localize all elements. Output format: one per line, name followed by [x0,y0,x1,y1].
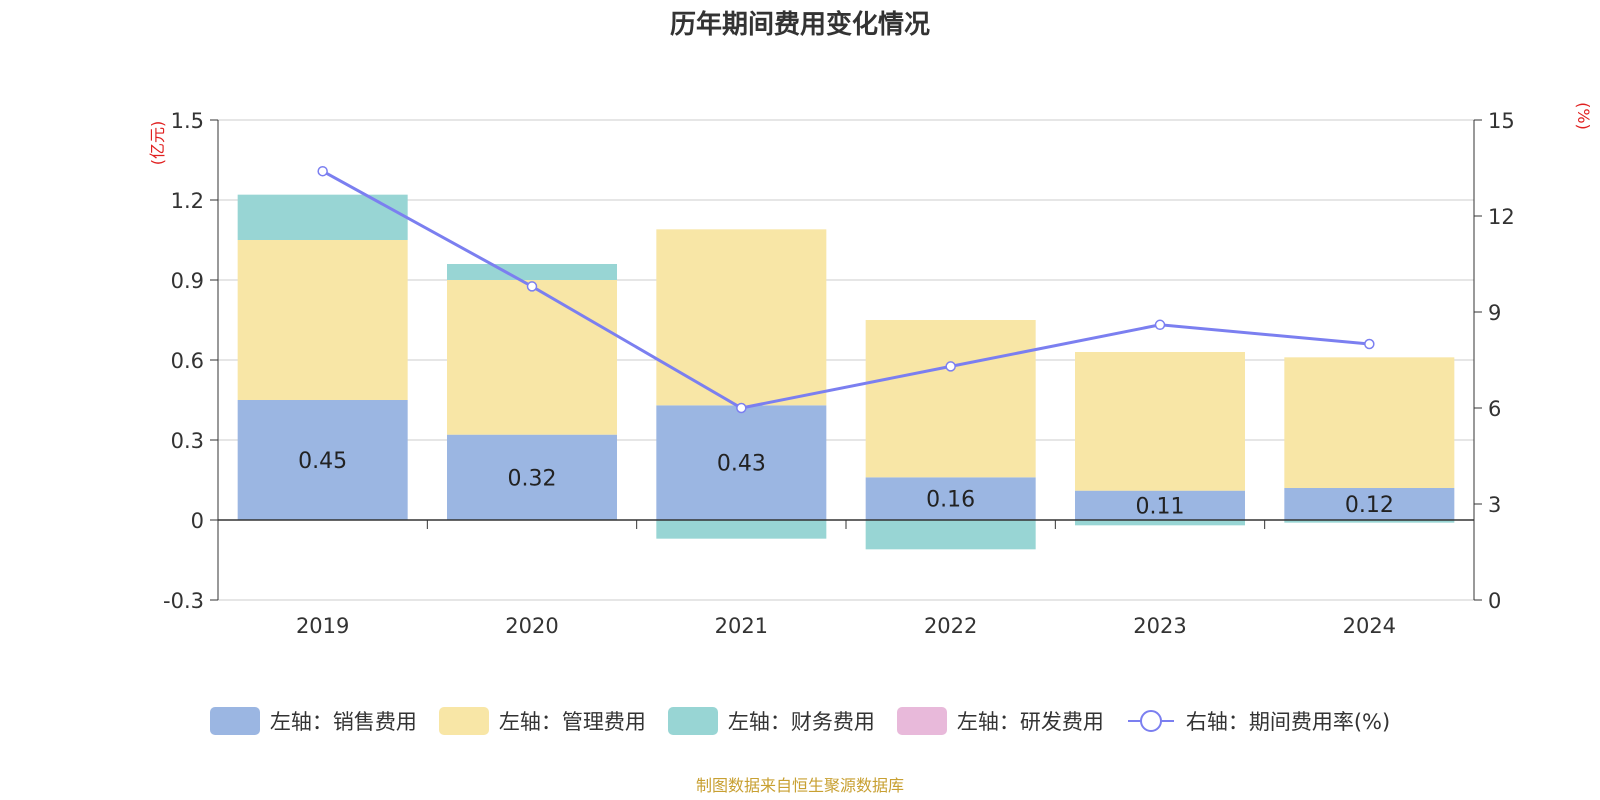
legend-swatch [209,707,260,735]
bar-segment [237,240,408,400]
legend-label: 左轴：财务费用 [727,710,875,734]
rate-point [1154,319,1166,331]
x-tick-label: 2021 [715,614,768,638]
bar-segment [237,400,408,520]
x-tick-label: 2024 [1343,614,1396,638]
left-tick-label: 0.6 [171,349,204,373]
legend-swatch [438,707,489,735]
left-tick-label: 0.9 [171,269,204,293]
bar-value-label: 0.16 [926,488,975,513]
bar-group [237,194,1455,550]
left-tick-label: 1.2 [171,189,204,213]
bar-value-label: 0.11 [1136,494,1185,519]
source-note: 制图数据来自恒生聚源数据库 [695,776,904,795]
legend-label: 左轴：管理费用 [498,710,646,734]
left-tick-label: 0.3 [171,429,204,453]
x-tick-label: 2023 [1133,614,1186,638]
grid-lines [218,119,1474,601]
rate-point [1364,338,1375,350]
bar-value-label: 0.45 [298,449,347,474]
axes: 1.5 1.2 0.9 0.6 0.3 0 -0.3 15 12 9 6 3 0 2019 2020 2021… [163,109,1515,638]
bar-segment [656,405,827,520]
rate-line-group [317,165,1375,414]
legend-item[interactable]: 左轴：财务费用 [667,706,875,736]
bar-segment [447,434,617,520]
bar-segment [656,229,827,406]
chart-title: 历年期间费用变化情况 [669,10,930,40]
bar-segment [1075,352,1245,491]
legend: 左轴：销售费用 左轴：管理费用 左轴：财务费用 左轴：研发费用 右轴：期间费用率(%) [0,706,1600,736]
legend-line-icon [1127,710,1174,732]
legend-label: 左轴：销售费用 [269,710,417,734]
legend-item[interactable]: 左轴：管理费用 [438,706,646,736]
left-tick-label: -0.3 [163,589,204,613]
bar-value-label: 0.43 [717,452,766,477]
rate-line [321,169,1370,410]
bar-segment [237,194,408,240]
rate-point [526,281,538,292]
right-tick-label: 6 [1488,397,1501,421]
bar-segment [447,280,617,435]
right-tick-label: 9 [1488,301,1501,325]
legend-swatch [896,707,947,735]
legend-item[interactable]: 右轴：期间费用率(%) [1126,706,1390,736]
legend-label: 右轴：期间费用率(%) [1185,710,1391,734]
legend-item[interactable]: 左轴：研发费用 [896,706,1104,736]
bar-segment [447,264,617,280]
legend-item[interactable]: 左轴：销售费用 [209,706,417,736]
x-tick-label: 2020 [505,614,558,638]
bar-value-label: 0.32 [508,466,557,491]
left-axis-unit: (亿元) [148,121,167,166]
bar-segment [1284,357,1455,488]
legend-swatch [667,707,718,735]
x-tick-label: 2022 [924,614,977,638]
right-tick-label: 12 [1488,205,1515,229]
chart-canvas: 1.5 1.2 0.9 0.6 0.3 0 -0.3 15 12 9 6 3 0 2019 2020 2021… [148,102,1593,638]
left-tick-label: 0 [191,509,204,533]
bar-segment [1284,488,1455,520]
bar-segment [1075,490,1245,520]
bar-segment [865,477,1036,520]
left-tick-label: 1.5 [171,109,204,133]
right-tick-label: 0 [1488,589,1501,613]
bar-segment [1075,520,1245,526]
bar-segment [865,520,1036,550]
bar-value-label: 0.12 [1345,493,1394,518]
x-tick-label: 2019 [296,614,349,638]
rate-point [317,165,328,177]
rate-point [736,402,747,414]
legend-label: 左轴：研发费用 [956,710,1104,734]
right-tick-label: 3 [1488,493,1501,517]
rate-point [945,361,956,372]
right-tick-label: 15 [1488,109,1515,133]
bar-segment [865,320,1036,478]
bar-segment [1284,520,1455,523]
data-labels: 0.45 0.32 0.43 0.16 0.11 0.12 [298,449,1394,519]
right-axis-unit: (%) [1574,102,1593,130]
bar-segment [656,520,827,539]
